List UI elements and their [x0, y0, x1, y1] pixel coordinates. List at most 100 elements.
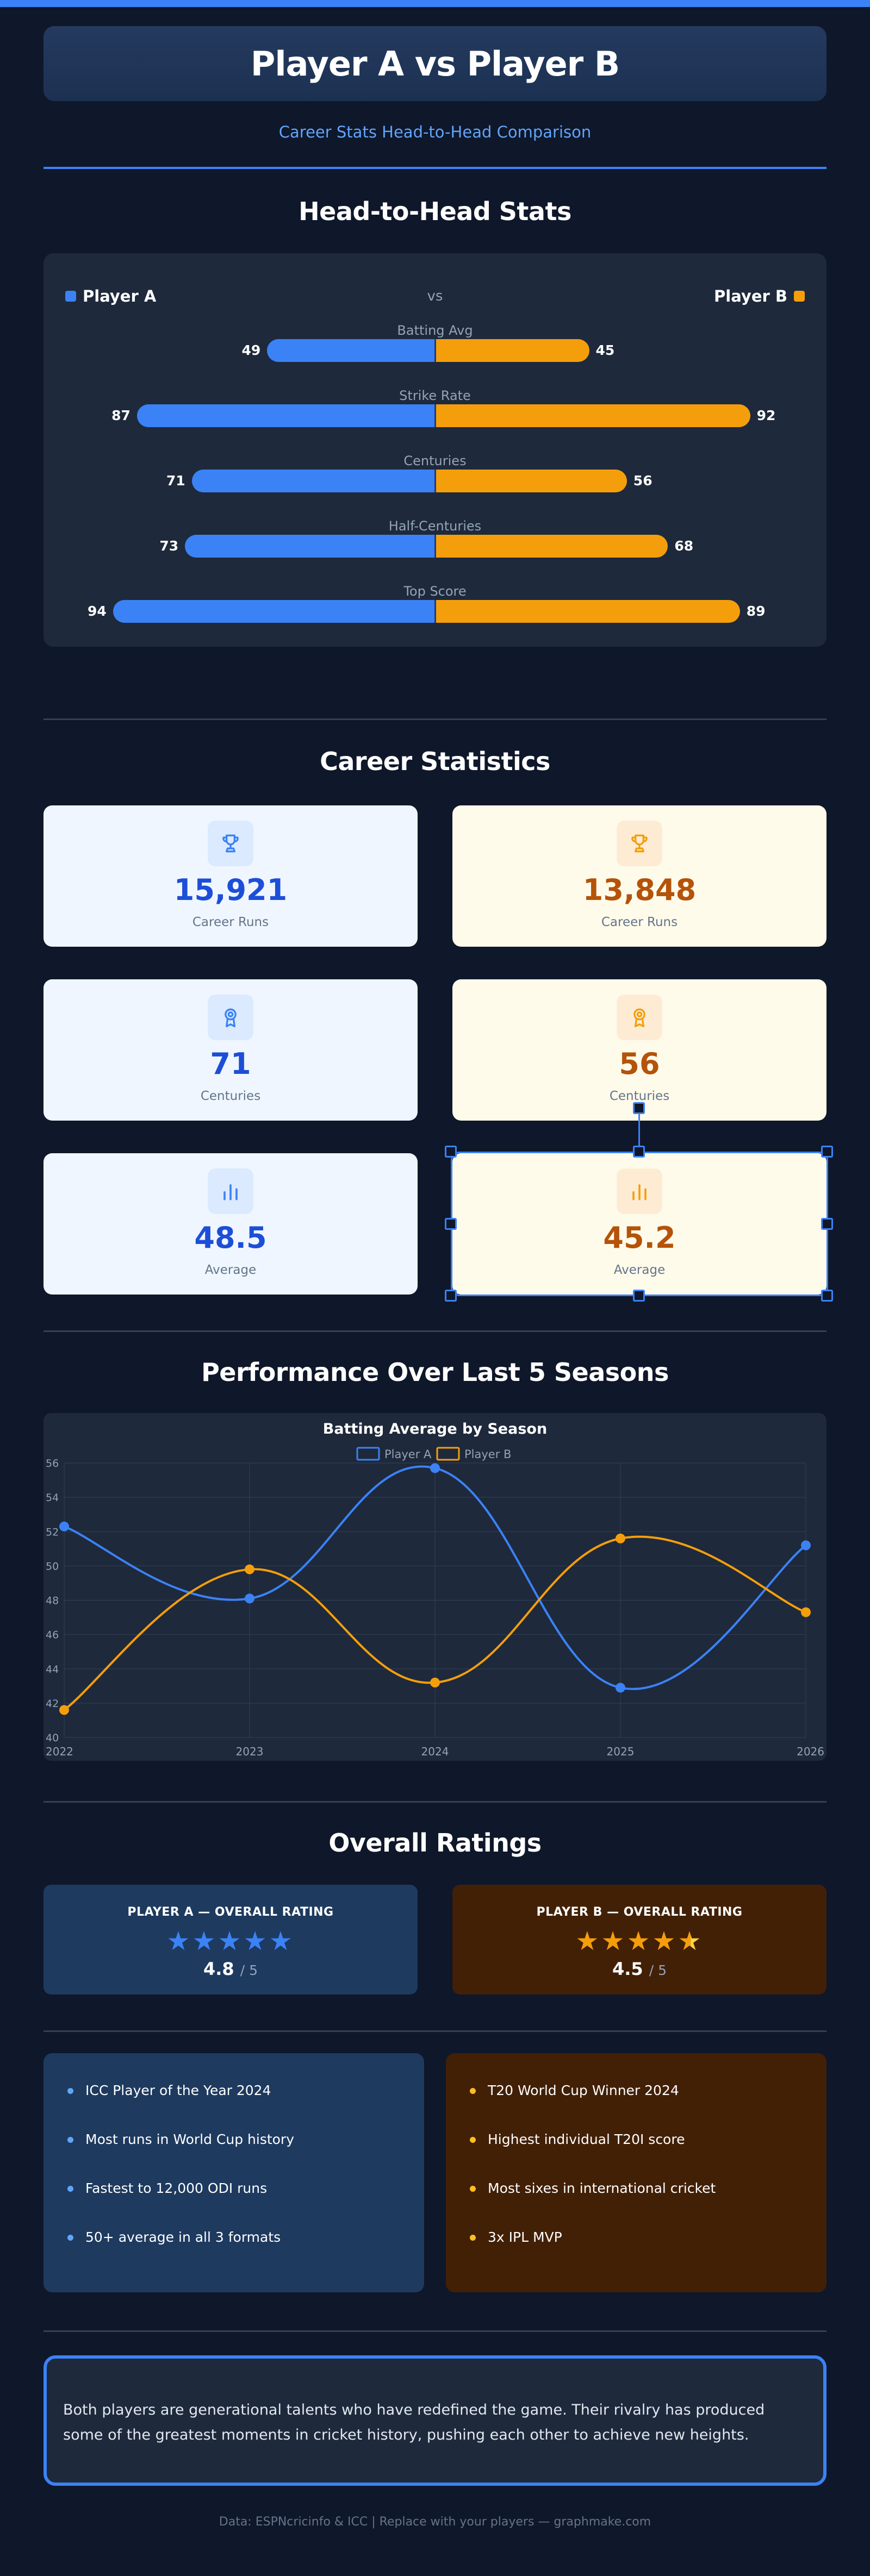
h2h-bar-a: [185, 535, 435, 558]
page-title: Player A vs Player B: [250, 43, 620, 84]
bullet-dot: [470, 2137, 476, 2143]
h2h-center-line: [434, 600, 436, 623]
y-tick-label: 46: [46, 1629, 59, 1641]
rating-score-value-a: 4.8: [203, 1959, 234, 1979]
achievement-text: 3x IPL MVP: [488, 2229, 562, 2245]
achievement-item: T20 World Cup Winner 2024: [470, 2083, 716, 2131]
section-divider: [44, 2330, 826, 2332]
player-b-name: Player B: [714, 287, 787, 305]
career-runs-card-a: 15,921 Career Runs: [44, 805, 418, 947]
h2h-center-line: [434, 339, 436, 362]
achievement-text: Fastest to 12,000 ODI runs: [85, 2180, 268, 2196]
rating-out-of-b: / 5: [649, 1962, 667, 1978]
data-point-b: [616, 1533, 625, 1543]
player-a-name: Player A: [83, 287, 157, 305]
selection-outline: [451, 1152, 828, 1296]
y-tick-label: 54: [46, 1492, 59, 1504]
h2h-bar-b: [435, 535, 668, 558]
page-subtitle: Career Stats Head-to-Head Comparison: [278, 123, 592, 141]
player-b-swatch: [794, 291, 805, 302]
section-divider: [44, 1801, 826, 1803]
average-card-a: 48.5 Average: [44, 1153, 418, 1295]
data-point-a: [616, 1683, 625, 1693]
rating-card-b: PLAYER B — OVERALL RATING ★★★★★ 4.5 / 5: [452, 1885, 826, 1994]
legend-swatch-b: [436, 1447, 460, 1461]
rating-out-of-a: / 5: [240, 1962, 258, 1978]
h2h-section-title: Head-to-Head Stats: [299, 197, 571, 226]
h2h-panel: Player A vs Player B Batting Avg 49 45 Stri…: [44, 253, 826, 647]
career-runs-card-b: 13,848 Career Runs: [452, 805, 826, 947]
star-icon: ★: [269, 1926, 295, 1956]
trophy-icon: [208, 821, 253, 866]
rating-score-value-b: 4.5: [612, 1959, 643, 1979]
trophy-icon: [617, 821, 662, 866]
player-b-legend: Player B: [714, 287, 805, 305]
performance-section-title: Performance Over Last 5 Seasons: [201, 1358, 669, 1387]
h2h-center-line: [434, 404, 436, 427]
achievements-panel-b: T20 World Cup Winner 2024 Highest indivi…: [446, 2053, 826, 2292]
x-tick-label: 2024: [421, 1745, 449, 1758]
resize-handle-s[interactable]: [633, 1290, 645, 1302]
data-point-a: [59, 1521, 69, 1531]
star-icon: ★: [652, 1926, 678, 1956]
rating-title-b: PLAYER B — OVERALL RATING: [536, 1905, 743, 1919]
x-tick-label: 2022: [46, 1745, 73, 1758]
legend-swatch-a: [356, 1447, 380, 1461]
achievement-text: Highest individual T20I score: [488, 2131, 685, 2147]
centuries-card-b: 56 Centuries: [452, 979, 826, 1121]
data-point-a: [245, 1593, 254, 1604]
h2h-stat-label: Strike Rate: [399, 388, 471, 403]
career-runs-label-b: Career Runs: [601, 915, 678, 929]
resize-handle-n[interactable]: [633, 1146, 645, 1158]
section-divider: [44, 718, 826, 720]
player-a-swatch: [65, 291, 76, 302]
summary-box: Both players are generational talents wh…: [44, 2355, 826, 2486]
rotate-handle[interactable]: [633, 1102, 645, 1114]
achievement-item: Most runs in World Cup history: [67, 2131, 294, 2180]
average-card-b[interactable]: 45.2 Average: [452, 1153, 826, 1295]
data-point-b: [801, 1607, 811, 1617]
chart-panel: Batting Average by Season Player A Playe…: [44, 1413, 826, 1761]
bullet-dot: [67, 2088, 73, 2094]
resize-handle-ne[interactable]: [821, 1146, 833, 1158]
bullet-dot: [470, 2088, 476, 2094]
achievements-panel-a: ICC Player of the Year 2024 Most runs in…: [44, 2053, 424, 2292]
rating-title-a: PLAYER A — OVERALL RATING: [127, 1905, 334, 1919]
centuries-card-a: 71 Centuries: [44, 979, 418, 1121]
h2h-stat-label: Top Score: [403, 584, 467, 599]
data-point-a: [430, 1463, 440, 1473]
h2h-value-a: 87: [111, 408, 130, 423]
star-rating-a: ★★★★★: [44, 1926, 418, 1956]
career-runs-value-a: 15,921: [173, 873, 288, 907]
star-icon: ★: [217, 1926, 244, 1956]
h2h-value-b: 45: [595, 342, 615, 358]
average-label-b: Average: [613, 1263, 666, 1277]
series-line-a: [64, 1465, 807, 1690]
resize-handle-sw[interactable]: [445, 1290, 457, 1302]
resize-handle-se[interactable]: [821, 1290, 833, 1302]
y-tick-label: 40: [46, 1732, 59, 1744]
resize-handle-w[interactable]: [445, 1218, 457, 1230]
y-tick-label: 52: [46, 1526, 59, 1538]
resize-handle-e[interactable]: [821, 1218, 833, 1230]
h2h-value-a: 49: [241, 342, 261, 358]
bullet-dot: [67, 2186, 73, 2192]
h2h-stat-label: Batting Avg: [397, 323, 473, 338]
h2h-stat-label: Half-Centuries: [388, 518, 482, 534]
average-value-a: 48.5: [194, 1221, 267, 1255]
h2h-bar-b: [435, 339, 589, 362]
bar-chart-icon: [617, 1168, 662, 1214]
star-icon: ★: [575, 1926, 601, 1956]
h2h-center-line: [434, 470, 436, 492]
h2h-value-b: 92: [756, 408, 776, 423]
rating-score-b: 4.5 / 5: [452, 1959, 826, 1979]
star-icon: ★: [678, 1926, 704, 1956]
achievement-item: Fastest to 12,000 ODI runs: [67, 2180, 294, 2229]
player-a-legend: Player A: [65, 287, 156, 305]
line-chart: Batting Average by Season Player A Playe…: [46, 1421, 824, 1758]
y-tick-label: 48: [46, 1595, 59, 1607]
resize-handle-nw[interactable]: [445, 1146, 457, 1158]
y-tick-label: 44: [46, 1664, 59, 1675]
career-runs-label-a: Career Runs: [192, 915, 269, 929]
vs-label: vs: [427, 288, 443, 304]
